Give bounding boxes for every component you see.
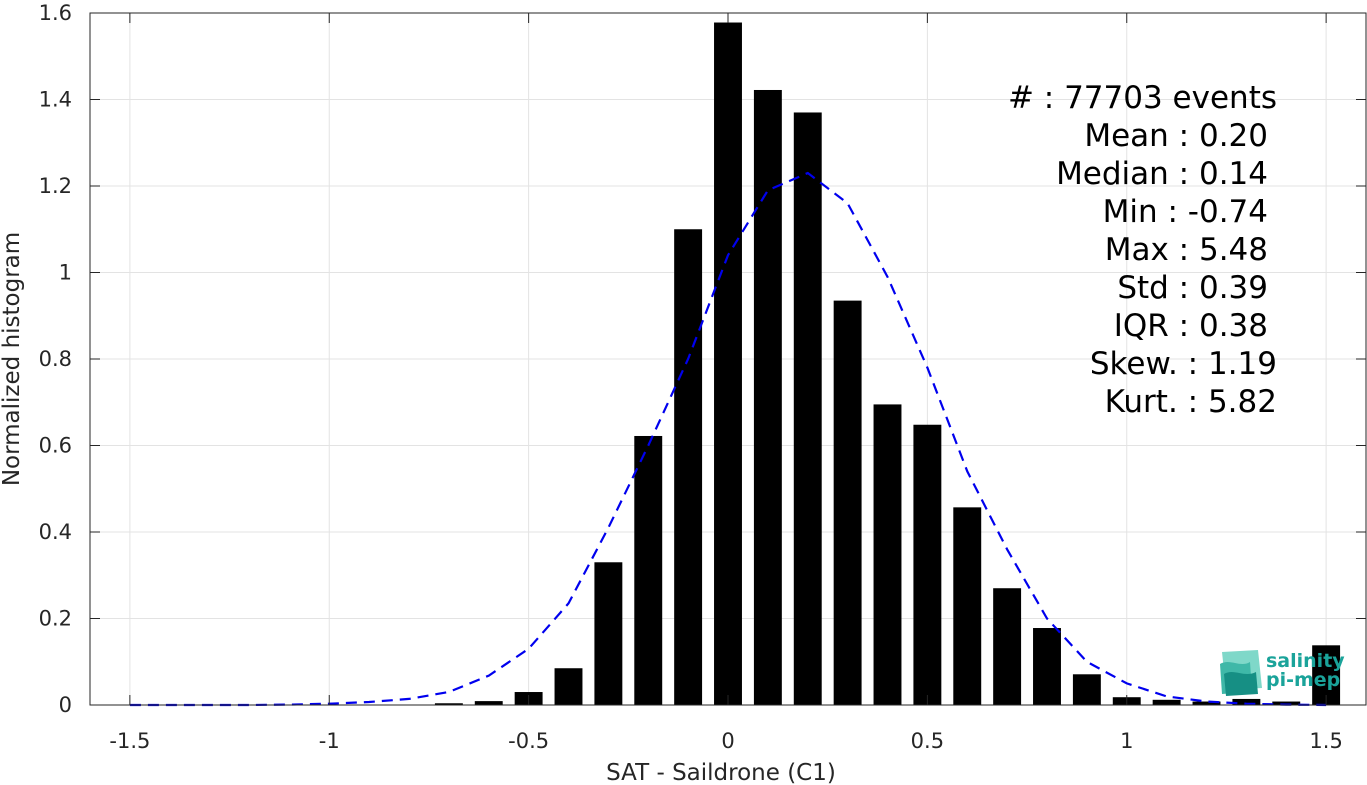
y-tick-label: 0 bbox=[59, 693, 72, 717]
stat-events: # : 77703 events bbox=[1008, 80, 1277, 116]
histogram-bar bbox=[953, 507, 982, 705]
y-tick-label: 0.6 bbox=[39, 434, 72, 458]
x-tick-labels: -1.5 -1 -0.5 0 0.5 1 1.5 bbox=[109, 729, 1342, 753]
salinity-pi-mep-logo: salinity pi-mep bbox=[1220, 650, 1345, 696]
histogram-bar bbox=[474, 701, 503, 705]
axis-ticks bbox=[90, 12, 1366, 706]
y-tick-label: 0.4 bbox=[39, 520, 72, 544]
histogram-bar bbox=[833, 300, 862, 705]
histogram-bar bbox=[714, 22, 742, 705]
stat-std: Std : 0.39 bbox=[1117, 270, 1268, 306]
y-tick-labels: 0 0.2 0.4 0.6 0.8 1 1.2 1.4 1.6 bbox=[39, 1, 72, 717]
logo-text-pi-mep: pi-mep bbox=[1266, 669, 1340, 691]
y-tick-label: 1.4 bbox=[39, 88, 72, 112]
histogram-bar bbox=[554, 668, 583, 705]
x-tick-label: -1.5 bbox=[109, 729, 150, 753]
y-axis-label: Normalized histogram bbox=[0, 232, 25, 486]
histogram-bar bbox=[674, 229, 703, 705]
histogram-bar bbox=[1192, 701, 1221, 705]
stat-min: Min : -0.74 bbox=[1103, 194, 1268, 230]
x-tick-label: 0 bbox=[721, 729, 734, 753]
stat-iqr: IQR : 0.38 bbox=[1114, 308, 1268, 344]
histogram-bar bbox=[1072, 674, 1101, 705]
x-tick-label: 0.5 bbox=[911, 729, 944, 753]
stat-median: Median : 0.14 bbox=[1056, 156, 1268, 192]
stat-kurt: Kurt. : 5.82 bbox=[1105, 384, 1277, 420]
x-tick-label: -1 bbox=[319, 729, 340, 753]
histogram-bar bbox=[1272, 701, 1301, 705]
x-axis-label: SAT - Saildrone (C1) bbox=[606, 760, 836, 785]
histogram-bars bbox=[434, 22, 1341, 706]
histogram-bar bbox=[1033, 628, 1061, 705]
histogram-bar bbox=[1152, 699, 1181, 705]
histogram-bar bbox=[434, 703, 463, 705]
y-tick-label: 1.6 bbox=[39, 1, 72, 25]
logo-text-salinity: salinity bbox=[1266, 650, 1345, 672]
stat-max: Max : 5.48 bbox=[1105, 232, 1268, 268]
x-tick-label: -0.5 bbox=[508, 729, 549, 753]
y-tick-label: 0.2 bbox=[39, 607, 72, 631]
histogram-bar bbox=[793, 112, 822, 706]
stat-skew: Skew. : 1.19 bbox=[1090, 346, 1277, 382]
stat-mean: Mean : 0.20 bbox=[1084, 118, 1268, 154]
y-tick-label: 1 bbox=[59, 261, 72, 285]
histogram-bar bbox=[873, 404, 902, 705]
x-tick-label: 1.5 bbox=[1309, 729, 1342, 753]
y-tick-label: 0.8 bbox=[39, 347, 72, 371]
wave-logo-icon bbox=[1220, 650, 1262, 696]
x-tick-label: 1 bbox=[1120, 729, 1133, 753]
histogram-bar bbox=[594, 562, 623, 705]
stats-box: # : 77703 events Mean : 0.20 Median : 0.… bbox=[1008, 80, 1277, 420]
histogram-bar bbox=[634, 435, 663, 705]
histogram-bar bbox=[993, 588, 1022, 705]
histogram-bar bbox=[913, 424, 942, 705]
histogram-bar bbox=[753, 89, 782, 706]
y-tick-label: 1.2 bbox=[39, 174, 72, 198]
histogram-bar bbox=[1232, 698, 1261, 705]
